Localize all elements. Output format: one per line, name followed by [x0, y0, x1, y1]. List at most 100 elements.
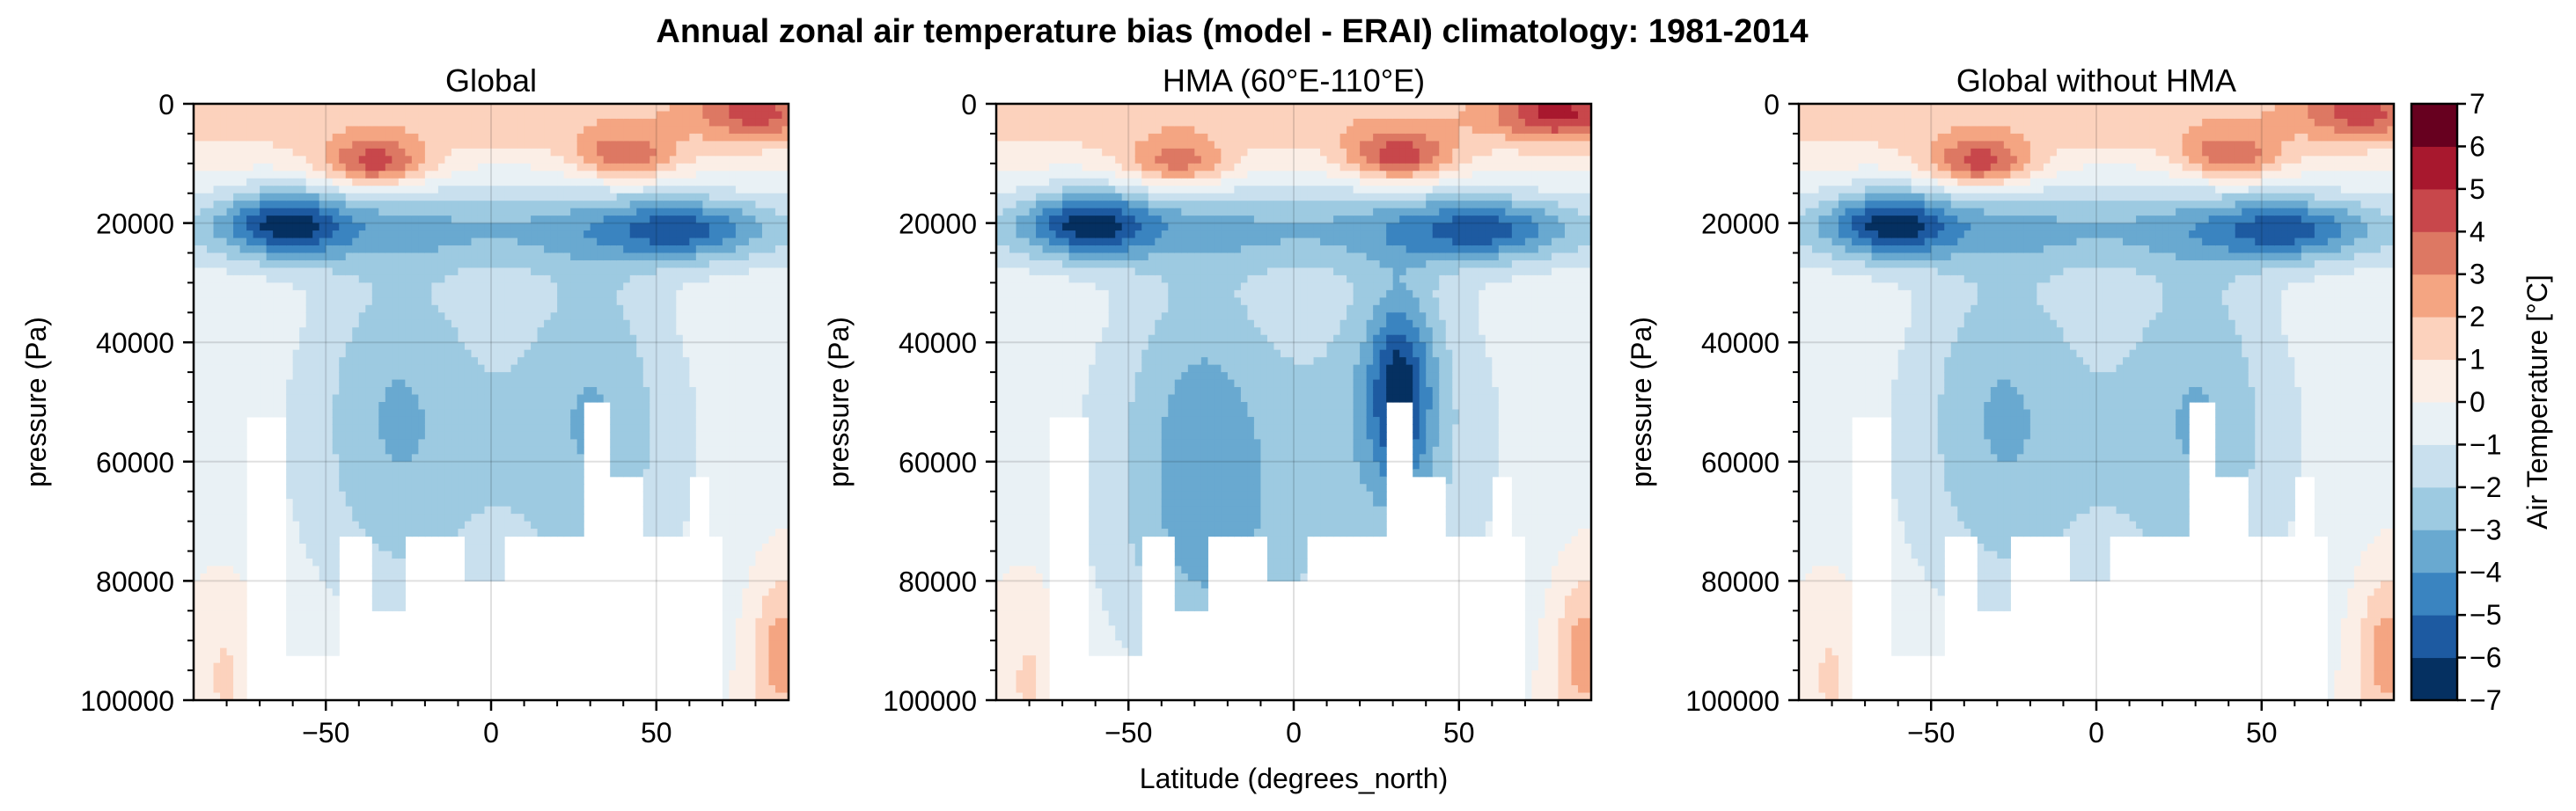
- field-cell: [260, 223, 268, 231]
- field-cell: [437, 186, 446, 194]
- field-cell: [424, 208, 432, 216]
- field-cell: [563, 193, 571, 201]
- field-cell: [451, 416, 459, 426]
- field-cell: [708, 334, 716, 343]
- field-cell: [305, 282, 313, 291]
- field-cell: [371, 558, 379, 567]
- field-cell: [550, 141, 558, 150]
- field-cell: [392, 446, 400, 455]
- field-cell: [650, 469, 657, 478]
- field-cell: [616, 387, 624, 396]
- field-cell: [299, 104, 307, 113]
- field-cell: [695, 171, 703, 179]
- field-cell: [563, 297, 571, 306]
- field-cell: [398, 603, 406, 611]
- field-cell: [398, 342, 406, 351]
- field-cell: [491, 274, 499, 283]
- field-cell: [656, 529, 664, 537]
- field-cell: [431, 476, 439, 485]
- field-cell: [286, 282, 294, 291]
- field-cell: [650, 304, 657, 313]
- field-cell: [431, 156, 439, 164]
- field-cell: [531, 216, 539, 224]
- field-cell: [557, 156, 565, 164]
- field-cell: [405, 319, 413, 328]
- field-cell: [682, 387, 690, 396]
- field-cell: [207, 640, 215, 649]
- field-cell: [642, 416, 650, 426]
- field-cell: [477, 566, 486, 574]
- field-cell: [305, 439, 313, 448]
- field-cell: [729, 685, 737, 694]
- field-cell: [352, 349, 360, 358]
- field-cell: [729, 193, 737, 201]
- field-cell: [207, 357, 215, 366]
- field-cell: [312, 148, 320, 157]
- field-cell: [557, 186, 565, 194]
- field-cell: [405, 424, 413, 433]
- field-cell: [708, 163, 716, 172]
- field-cell: [650, 156, 657, 164]
- field-cell: [345, 186, 353, 194]
- field-cell: [239, 141, 247, 150]
- field-cell: [266, 178, 274, 186]
- field-cell: [484, 141, 492, 150]
- field-cell: [385, 208, 393, 216]
- field-cell: [716, 230, 723, 239]
- field-cell: [517, 133, 525, 142]
- field-cell: [213, 647, 221, 656]
- field-cell: [458, 499, 466, 508]
- field-cell: [431, 446, 439, 455]
- field-cell: [213, 610, 221, 619]
- field-cell: [246, 237, 254, 246]
- field-cell: [226, 201, 234, 209]
- field-cell: [669, 327, 677, 336]
- field-cell: [504, 379, 512, 388]
- field-cell: [497, 469, 505, 478]
- field-cell: [623, 104, 631, 113]
- field-cell: [451, 454, 459, 463]
- field-cell: [437, 259, 446, 269]
- field-cell: [385, 230, 393, 239]
- field-cell: [266, 274, 274, 283]
- field-cell: [610, 230, 618, 239]
- field-cell: [392, 476, 400, 485]
- field-cell: [371, 573, 379, 581]
- field-cell: [510, 484, 518, 493]
- field-cell: [194, 223, 202, 231]
- field-cell: [220, 282, 228, 291]
- field-cell: [471, 476, 479, 485]
- field-cell: [484, 573, 492, 581]
- field-cell: [253, 259, 261, 269]
- field-cell: [458, 171, 466, 179]
- field-cell: [233, 201, 241, 209]
- field-cell: [444, 163, 452, 172]
- field-cell: [471, 469, 479, 478]
- field-cell: [292, 529, 300, 537]
- field-cell: [695, 104, 703, 113]
- field-cell: [642, 334, 650, 343]
- field-cell: [484, 208, 492, 216]
- field-cell: [458, 126, 466, 135]
- field-cell: [636, 364, 644, 373]
- field-cell: [497, 461, 505, 470]
- field-cell: [583, 201, 591, 209]
- field-cell: [239, 216, 247, 224]
- field-cell: [326, 491, 334, 500]
- field-cell: [279, 402, 287, 411]
- field-cell: [332, 297, 340, 306]
- field-cell: [213, 632, 221, 641]
- field-cell: [610, 201, 618, 209]
- field-cell: [299, 461, 307, 470]
- field-cell: [676, 484, 684, 493]
- field-cell: [491, 230, 499, 239]
- field-cell: [570, 446, 578, 455]
- field-cell: [610, 372, 618, 381]
- field-cell: [266, 409, 274, 418]
- field-cell: [213, 581, 221, 589]
- field-cell: [233, 595, 241, 604]
- field-cell: [708, 484, 716, 493]
- field-cell: [207, 514, 215, 522]
- field-cell: [207, 245, 215, 254]
- field-cell: [292, 581, 300, 589]
